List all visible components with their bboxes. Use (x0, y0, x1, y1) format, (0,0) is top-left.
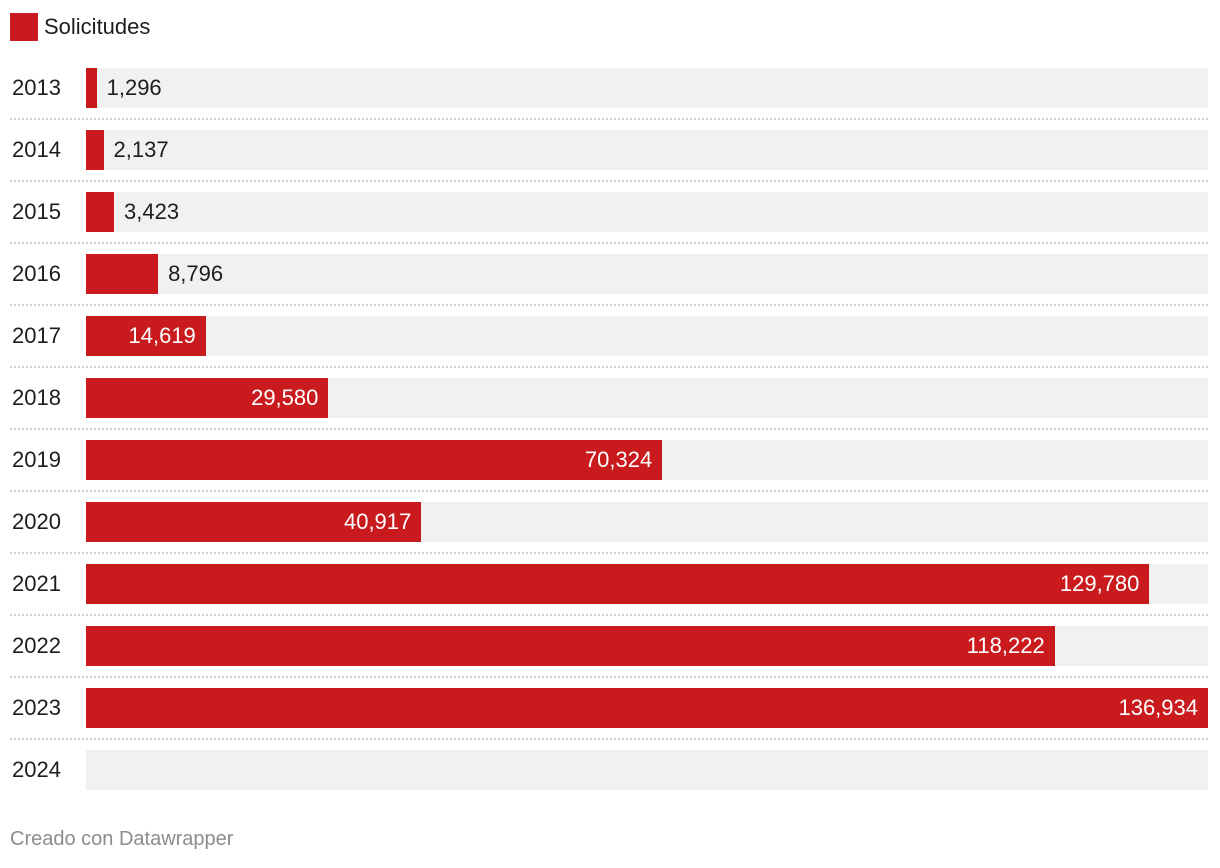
bar (86, 502, 422, 542)
bar (86, 192, 115, 232)
bar (86, 688, 1208, 728)
bar (86, 378, 329, 418)
row-divider (10, 614, 1208, 616)
value-label: 136,934 (1118, 695, 1198, 720)
value-label: 14,619 (128, 323, 196, 348)
bar (86, 626, 1055, 666)
category-label: 2014 (12, 137, 61, 162)
bar-row-2016: 2016 8,796 (0, 254, 1220, 316)
value-label: 118,222 (966, 633, 1045, 658)
row-divider (10, 738, 1208, 740)
category-label: 2019 (12, 447, 61, 472)
bar-track (86, 192, 1208, 232)
row-divider (10, 490, 1208, 492)
bar-row-2021: 2021 129,780 (0, 564, 1220, 626)
category-label: 2017 (12, 323, 61, 348)
bar-row-2020: 2020 40,917 (0, 502, 1220, 564)
category-label: 2013 (12, 75, 61, 100)
row-divider (10, 180, 1208, 182)
category-label: 2023 (12, 695, 61, 720)
bar-row-2015: 2015 3,423 (0, 192, 1220, 254)
row-divider (10, 676, 1208, 678)
bar-row-2018: 2018 29,580 (0, 378, 1220, 440)
bar-row-2014: 2014 2,137 (0, 130, 1220, 192)
legend-label: Solicitudes (44, 14, 151, 39)
bar-track (86, 254, 1208, 294)
row-divider (10, 552, 1208, 554)
chart-legend: Solicitudes (10, 12, 150, 42)
bar (86, 130, 104, 170)
value-label: 29,580 (251, 385, 319, 410)
legend-swatch (10, 13, 38, 41)
row-divider (10, 118, 1208, 120)
category-label: 2020 (12, 509, 61, 534)
bar-row-2023: 2023 136,934 (0, 688, 1220, 750)
category-label: 2021 (12, 571, 61, 596)
bar (86, 440, 663, 480)
bar-track (86, 750, 1208, 790)
bar (86, 564, 1150, 604)
bar (86, 316, 206, 356)
value-label: 3,423 (124, 199, 180, 224)
bar-track (86, 68, 1208, 108)
category-label: 2018 (12, 385, 61, 410)
bar (86, 68, 97, 108)
value-label: 1,296 (106, 75, 162, 100)
bar-row-2013: 2013 1,296 (0, 68, 1220, 130)
value-label: 8,796 (168, 261, 224, 286)
category-label: 2016 (12, 261, 61, 286)
bar-track (86, 316, 1208, 356)
bar (86, 254, 159, 294)
category-label: 2022 (12, 633, 61, 658)
bar-row-2017: 2017 14,619 (0, 316, 1220, 378)
row-divider (10, 304, 1208, 306)
value-label: 129,780 (1059, 571, 1140, 596)
value-label: 40,917 (343, 509, 412, 534)
footer-credit: Creado con Datawrapper (10, 828, 234, 850)
bar-row-2022: 2022 118,222 (0, 626, 1220, 688)
category-label: 2015 (12, 199, 61, 224)
bar-track (86, 130, 1208, 170)
value-label: 70,324 (584, 447, 653, 472)
row-divider (10, 366, 1208, 368)
row-divider (10, 242, 1208, 244)
value-label: 2,137 (113, 137, 169, 162)
row-divider (10, 428, 1208, 430)
bar-row-2019: 2019 70,324 (0, 440, 1220, 502)
bar-row-2024: 2024 (0, 750, 1220, 812)
category-label: 2024 (12, 757, 61, 782)
